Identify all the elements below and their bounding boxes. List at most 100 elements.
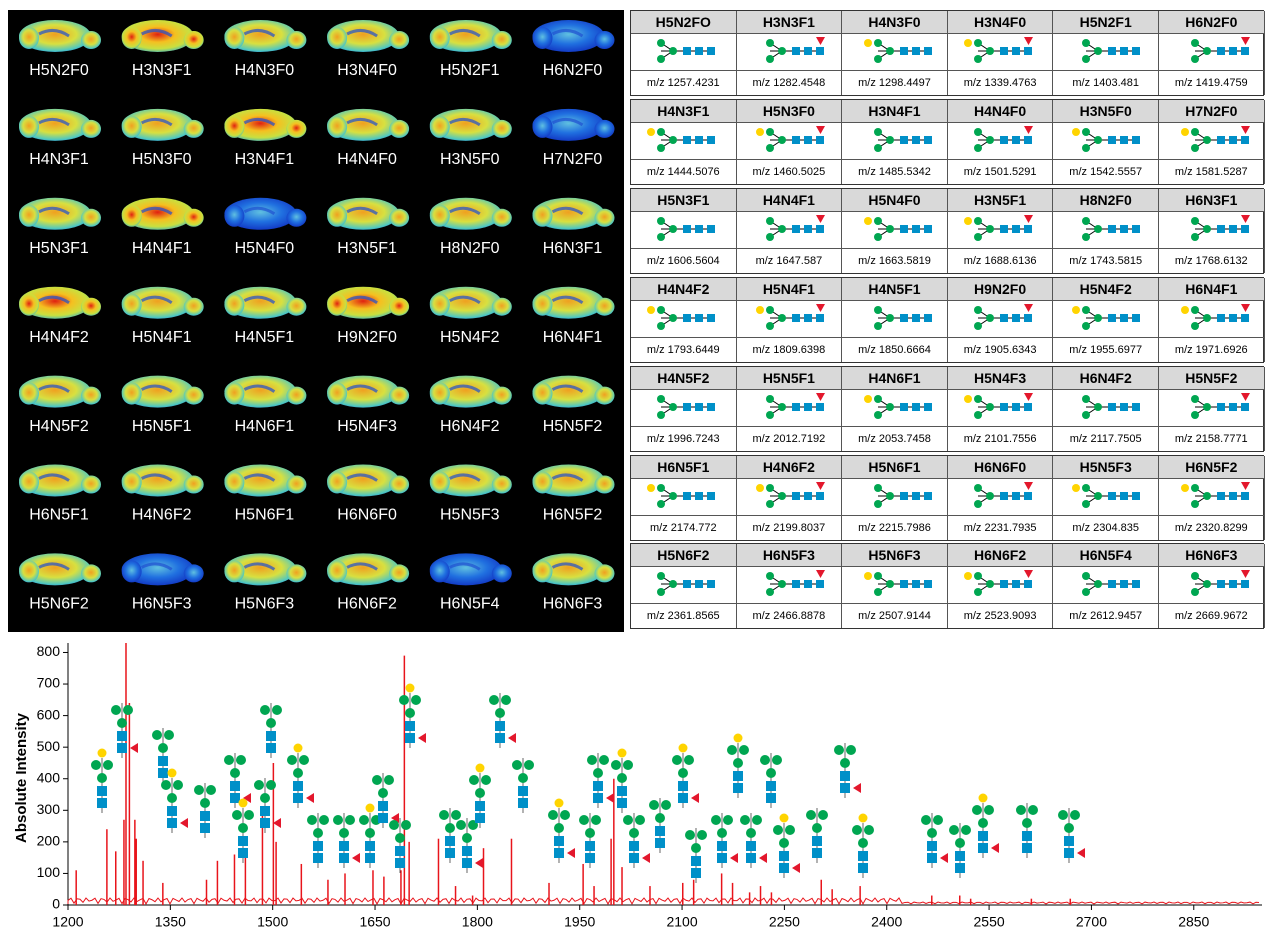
ion-image [533, 20, 615, 52]
glycan-residue [846, 745, 856, 755]
tissue [595, 476, 615, 494]
glycan-name: H5N3F1 [631, 189, 736, 212]
glycan-residue [238, 848, 248, 858]
glycan-icon-cell [737, 34, 842, 71]
glycan-residue [717, 853, 727, 863]
glycan-name: H6N3F1 [1159, 189, 1264, 212]
mz-value: m/z 1542.5557 [1053, 160, 1158, 184]
glycan-name: H4N5F2 [631, 367, 736, 390]
glycan-residue [168, 769, 177, 778]
glcnac [900, 492, 908, 500]
glycan-cartoon [307, 813, 329, 868]
glycan-residue [733, 783, 743, 793]
mannose [1082, 395, 1090, 403]
galactose [964, 572, 972, 580]
glcnac [1000, 47, 1008, 55]
tissue [389, 476, 409, 494]
glycan-residue [730, 853, 738, 863]
glcnac [1229, 492, 1237, 500]
glycan-residue [307, 815, 317, 825]
glycan-icon-cell [1053, 123, 1158, 160]
glcnac [1024, 492, 1032, 500]
glcnac [1000, 580, 1008, 588]
mannose [1082, 217, 1090, 225]
glycan-residue [961, 825, 971, 835]
tissue [389, 298, 409, 316]
tissue [286, 209, 306, 227]
glycan-residue [585, 828, 595, 838]
tissue [492, 31, 512, 49]
mannose [1191, 572, 1199, 580]
mannose [874, 306, 882, 314]
mz-value: m/z 1282.4548 [737, 71, 842, 95]
ion-image [122, 465, 204, 497]
glycan-residue [579, 815, 589, 825]
image-label: H4N6F1 [235, 418, 295, 435]
glycan-residue [260, 793, 270, 803]
mannose [778, 225, 786, 233]
mz-value: m/z 2612.9457 [1053, 604, 1158, 628]
glycan-residue [405, 733, 415, 743]
glycan-icon-cell [842, 34, 947, 71]
mannose [1094, 580, 1102, 588]
mannose [1094, 492, 1102, 500]
glycan-icon [1053, 123, 1157, 157]
tissue [327, 294, 347, 316]
glycan-icon-cell [1159, 479, 1264, 516]
mz-value: m/z 2117.7505 [1053, 427, 1158, 451]
glcnac [792, 492, 800, 500]
glycan-residue [481, 775, 491, 785]
fucose [1024, 570, 1033, 578]
fucose [816, 393, 825, 401]
tissue [327, 472, 347, 494]
glycan-residue [746, 841, 756, 851]
glycan-residue [685, 830, 695, 840]
glycan-residue [395, 833, 405, 843]
glycan-icon-cell [1159, 34, 1264, 71]
glycan-cartoon [921, 813, 948, 868]
ion-image [430, 553, 512, 585]
glycan-icon [1159, 123, 1263, 157]
mannose [986, 492, 994, 500]
glycan-residue [98, 749, 107, 758]
glycan-name: H6N5F2 [1159, 456, 1264, 479]
glcnac [707, 403, 715, 411]
glycan-residue [339, 828, 349, 838]
glycan-residue [780, 814, 789, 823]
mannose [1191, 484, 1199, 492]
glcnac [707, 136, 715, 144]
glycan-residue [740, 815, 750, 825]
tissue [492, 209, 512, 227]
ion-image [533, 287, 615, 319]
glycan-icon [737, 390, 841, 424]
mz-value: m/z 2523.9093 [948, 604, 1053, 628]
mannose [1203, 314, 1211, 322]
fucose [1024, 304, 1033, 312]
tissue [492, 387, 512, 405]
mannose [766, 306, 774, 314]
glycan-residue [858, 863, 868, 873]
glycan-residue [678, 781, 688, 791]
glycan-name: H6N5F3 [737, 544, 842, 567]
mannose [766, 39, 774, 47]
glycan-residue [623, 760, 633, 770]
glycan-cartoon [161, 769, 188, 834]
glcnac [1132, 136, 1140, 144]
glycan-residue [475, 801, 485, 811]
image-label: H6N5F2 [543, 507, 603, 524]
glycan-residue [462, 858, 472, 868]
table-cell: H6N5F1m/z 2174.772 [631, 456, 737, 540]
glycan-residue [617, 773, 627, 783]
glycan-icon-cell [1159, 301, 1264, 338]
fucose [816, 126, 825, 134]
ion-image [19, 465, 101, 497]
image-label: H6N6F0 [337, 507, 397, 524]
mannose [974, 484, 982, 492]
glycan-icon [948, 301, 1052, 335]
glycan-icon [842, 301, 946, 335]
glycan-residue [642, 853, 650, 863]
fucose [1241, 393, 1250, 401]
tissue [430, 116, 450, 138]
mannose [766, 322, 774, 330]
